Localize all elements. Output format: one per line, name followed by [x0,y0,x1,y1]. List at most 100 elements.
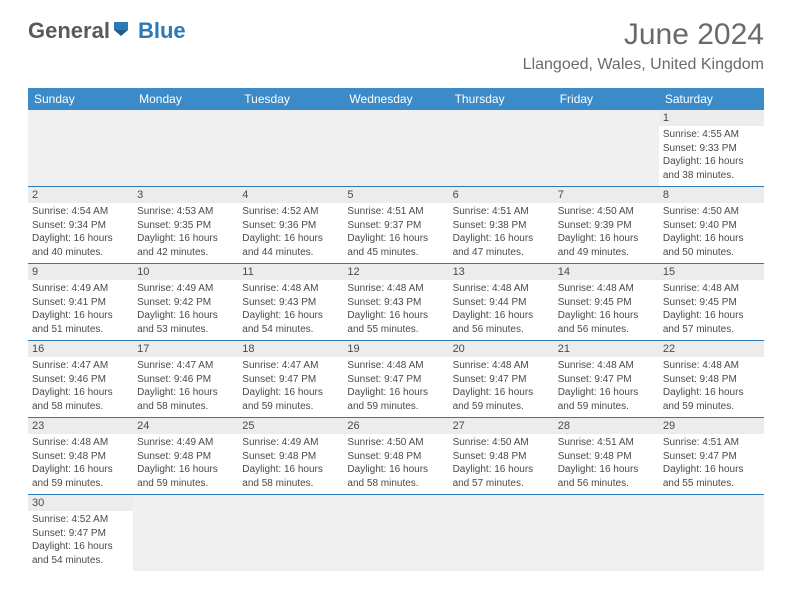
daylight-text-2: and 59 minutes. [453,400,550,414]
day-details: Sunrise: 4:50 AMSunset: 9:39 PMDaylight:… [554,203,659,263]
day-details: Sunrise: 4:47 AMSunset: 9:46 PMDaylight:… [133,357,238,417]
sunset-text: Sunset: 9:47 PM [242,373,339,387]
sunrise-text: Sunrise: 4:50 AM [663,205,760,219]
sunrise-text: Sunrise: 4:51 AM [558,436,655,450]
day-details: Sunrise: 4:51 AMSunset: 9:37 PMDaylight:… [343,203,448,263]
sunset-text: Sunset: 9:40 PM [663,219,760,233]
day-header-fri: Friday [554,88,659,110]
day-details: Sunrise: 4:54 AMSunset: 9:34 PMDaylight:… [28,203,133,263]
daylight-text-2: and 58 minutes. [347,477,444,491]
sunrise-text: Sunrise: 4:48 AM [32,436,129,450]
day-number: 17 [133,341,238,357]
daylight-text-2: and 44 minutes. [242,246,339,260]
day-cell: 1Sunrise: 4:55 AMSunset: 9:33 PMDaylight… [659,110,764,187]
daylight-text-1: Daylight: 16 hours [32,540,129,554]
daylight-text-1: Daylight: 16 hours [347,309,444,323]
week-row: 2Sunrise: 4:54 AMSunset: 9:34 PMDaylight… [28,187,764,264]
daylight-text-2: and 38 minutes. [663,169,760,183]
day-number: 30 [28,495,133,511]
sunset-text: Sunset: 9:35 PM [137,219,234,233]
empty-day-cell [133,495,238,571]
day-cell: 18Sunrise: 4:47 AMSunset: 9:47 PMDayligh… [238,341,343,418]
daylight-text-1: Daylight: 16 hours [663,386,760,400]
empty-day-cell [343,110,448,187]
daylight-text-1: Daylight: 16 hours [347,386,444,400]
daylight-text-1: Daylight: 16 hours [242,232,339,246]
empty-day-cell [659,495,764,571]
day-cell: 14Sunrise: 4:48 AMSunset: 9:45 PMDayligh… [554,264,659,341]
weeks-container: 1Sunrise: 4:55 AMSunset: 9:33 PMDaylight… [28,110,764,571]
daylight-text-2: and 59 minutes. [663,400,760,414]
day-cell: 28Sunrise: 4:51 AMSunset: 9:48 PMDayligh… [554,418,659,495]
sunrise-text: Sunrise: 4:48 AM [347,359,444,373]
daylight-text-2: and 45 minutes. [347,246,444,260]
day-cell: 2Sunrise: 4:54 AMSunset: 9:34 PMDaylight… [28,187,133,264]
empty-day-cell [554,495,659,571]
day-number: 27 [449,418,554,434]
logo-text-blue: Blue [138,18,186,44]
sunrise-text: Sunrise: 4:49 AM [137,282,234,296]
day-cell: 3Sunrise: 4:53 AMSunset: 9:35 PMDaylight… [133,187,238,264]
day-number: 14 [554,264,659,280]
daylight-text-2: and 49 minutes. [558,246,655,260]
sunset-text: Sunset: 9:47 PM [663,450,760,464]
sunset-text: Sunset: 9:48 PM [242,450,339,464]
empty-day-cell [343,495,448,571]
day-header-sun: Sunday [28,88,133,110]
daylight-text-2: and 53 minutes. [137,323,234,337]
daylight-text-2: and 58 minutes. [32,400,129,414]
sunrise-text: Sunrise: 4:48 AM [663,282,760,296]
day-cell: 12Sunrise: 4:48 AMSunset: 9:43 PMDayligh… [343,264,448,341]
day-details: Sunrise: 4:52 AMSunset: 9:36 PMDaylight:… [238,203,343,263]
sunset-text: Sunset: 9:48 PM [347,450,444,464]
daylight-text-2: and 56 minutes. [558,323,655,337]
day-header-tue: Tuesday [238,88,343,110]
daylight-text-2: and 59 minutes. [32,477,129,491]
sunset-text: Sunset: 9:48 PM [453,450,550,464]
day-number: 13 [449,264,554,280]
day-cell: 19Sunrise: 4:48 AMSunset: 9:47 PMDayligh… [343,341,448,418]
sunset-text: Sunset: 9:33 PM [663,142,760,156]
day-number: 9 [28,264,133,280]
day-details: Sunrise: 4:48 AMSunset: 9:47 PMDaylight:… [554,357,659,417]
daylight-text-2: and 56 minutes. [558,477,655,491]
sunrise-text: Sunrise: 4:50 AM [453,436,550,450]
daylight-text-1: Daylight: 16 hours [137,386,234,400]
day-details: Sunrise: 4:50 AMSunset: 9:48 PMDaylight:… [449,434,554,494]
daylight-text-1: Daylight: 16 hours [137,309,234,323]
day-details: Sunrise: 4:49 AMSunset: 9:48 PMDaylight:… [133,434,238,494]
day-header-wed: Wednesday [343,88,448,110]
day-number: 1 [659,110,764,126]
day-details: Sunrise: 4:50 AMSunset: 9:48 PMDaylight:… [343,434,448,494]
sunrise-text: Sunrise: 4:47 AM [242,359,339,373]
day-details: Sunrise: 4:48 AMSunset: 9:48 PMDaylight:… [659,357,764,417]
day-details: Sunrise: 4:49 AMSunset: 9:48 PMDaylight:… [238,434,343,494]
day-details: Sunrise: 4:48 AMSunset: 9:47 PMDaylight:… [343,357,448,417]
sunrise-text: Sunrise: 4:52 AM [32,513,129,527]
daylight-text-1: Daylight: 16 hours [137,232,234,246]
sunset-text: Sunset: 9:47 PM [453,373,550,387]
day-number: 6 [449,187,554,203]
daylight-text-1: Daylight: 16 hours [32,232,129,246]
daylight-text-1: Daylight: 16 hours [558,463,655,477]
sunset-text: Sunset: 9:47 PM [558,373,655,387]
daylight-text-2: and 42 minutes. [137,246,234,260]
empty-day-cell [238,495,343,571]
day-number: 29 [659,418,764,434]
day-details: Sunrise: 4:48 AMSunset: 9:45 PMDaylight:… [554,280,659,340]
sunset-text: Sunset: 9:46 PM [32,373,129,387]
daylight-text-2: and 58 minutes. [137,400,234,414]
sunset-text: Sunset: 9:34 PM [32,219,129,233]
location-subtitle: Llangoed, Wales, United Kingdom [523,56,764,74]
daylight-text-1: Daylight: 16 hours [347,463,444,477]
sunset-text: Sunset: 9:43 PM [242,296,339,310]
day-number: 10 [133,264,238,280]
daylight-text-1: Daylight: 16 hours [453,463,550,477]
daylight-text-1: Daylight: 16 hours [663,232,760,246]
day-header-sat: Saturday [659,88,764,110]
title-block: June 2024 Llangoed, Wales, United Kingdo… [523,18,764,74]
sunrise-text: Sunrise: 4:47 AM [137,359,234,373]
week-row: 9Sunrise: 4:49 AMSunset: 9:41 PMDaylight… [28,264,764,341]
day-details: Sunrise: 4:48 AMSunset: 9:47 PMDaylight:… [449,357,554,417]
daylight-text-1: Daylight: 16 hours [558,386,655,400]
